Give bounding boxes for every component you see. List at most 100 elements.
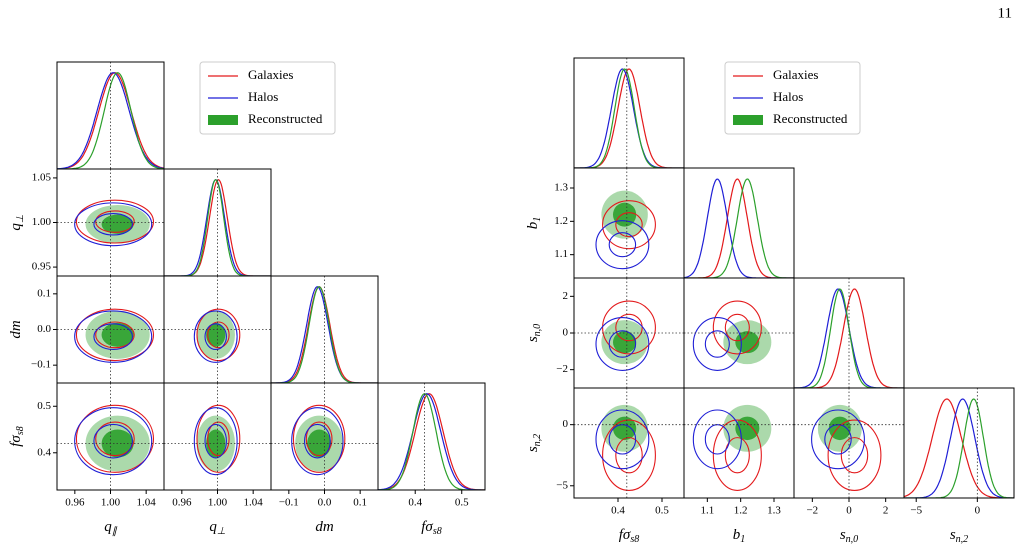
marginal-curve [684, 178, 794, 278]
x-tick-label: −0.1 [279, 497, 299, 509]
label-sub: s8 [433, 526, 442, 537]
panel [57, 169, 164, 276]
contour [595, 220, 650, 270]
contour [75, 199, 155, 244]
contour [93, 323, 133, 351]
contour [101, 214, 134, 234]
label-sub: ⊥ [15, 214, 26, 223]
x-axis-label: fσs8 [619, 527, 639, 545]
contour [196, 404, 241, 473]
x-tick-label: 1.00 [208, 497, 228, 509]
contour [704, 330, 730, 358]
contour [615, 313, 643, 342]
y-tick-label: 0 [563, 327, 569, 339]
contour [74, 407, 153, 476]
x-axis-label: b1 [733, 527, 746, 545]
y-tick-label: −2 [556, 363, 568, 375]
x-axis-label: q∥ [104, 519, 118, 537]
y-tick-label: 0.95 [32, 261, 52, 273]
marginal-curve [684, 178, 794, 278]
y-tick-label: 1.2 [554, 215, 568, 227]
panel [271, 383, 378, 490]
x-axis-label: sn,2 [950, 527, 968, 545]
y-axis-label: dm [8, 320, 24, 339]
contour [824, 424, 852, 455]
label-sub: 1 [740, 534, 745, 545]
x-tick-label: 1.04 [244, 497, 264, 509]
contour [193, 407, 238, 476]
y-axis-label: sn,2 [525, 434, 543, 452]
contour [615, 437, 643, 474]
x-tick-label: 1.00 [101, 497, 121, 509]
contour [193, 310, 238, 363]
y-tick-label: 1.3 [554, 182, 568, 194]
marginal-curve [271, 286, 378, 383]
contour [291, 407, 344, 476]
x-tick-label: 0 [846, 505, 852, 517]
panel [595, 168, 656, 278]
contour [305, 421, 333, 457]
panel [271, 276, 378, 383]
contour [207, 321, 230, 349]
panel [574, 278, 684, 388]
legend-label: Halos [248, 89, 278, 104]
y-axis-label: sn,0 [525, 324, 543, 342]
y-tick-label: 1.1 [554, 248, 568, 260]
label-symbol: b [733, 527, 741, 543]
label-sub: n,0 [846, 534, 859, 545]
contour [608, 232, 637, 258]
contour [595, 409, 650, 470]
y-tick-label: −0.1 [31, 359, 51, 371]
panel [57, 62, 164, 169]
contour [204, 323, 227, 351]
label-sub: n,2 [532, 434, 543, 447]
legend-label: Galaxies [248, 67, 293, 82]
y-tick-label: 2 [563, 290, 569, 302]
contour [206, 322, 226, 347]
x-axis-label: fσs8 [421, 519, 441, 537]
legend-label: Reconstructed [248, 111, 323, 126]
contour [307, 429, 332, 458]
x-axis-label: q⊥ [209, 519, 226, 537]
contour [95, 210, 135, 233]
x-tick-label: 1.1 [700, 505, 714, 517]
contour [75, 308, 155, 362]
panel [378, 383, 485, 490]
legend-swatch [733, 115, 763, 125]
label-symbol: s [840, 527, 846, 543]
x-axis-label: sn,0 [840, 527, 858, 545]
x-tick-label: 1.04 [137, 497, 157, 509]
contour [204, 423, 227, 459]
marginal-curve [378, 393, 485, 490]
marginal-curve [378, 393, 485, 490]
panel-frame [377, 382, 486, 491]
x-tick-label: −5 [910, 505, 922, 517]
contour [612, 331, 637, 354]
contour [704, 424, 730, 455]
panel-frame [683, 167, 795, 279]
label-sub: n,0 [532, 324, 543, 337]
contour [95, 321, 135, 349]
panel [164, 383, 271, 490]
contour [93, 213, 133, 236]
contour [692, 409, 742, 470]
contour [724, 313, 750, 342]
contour [292, 404, 346, 473]
y-tick-label: 0.5 [37, 400, 51, 412]
x-tick-label: 0.4 [408, 497, 422, 509]
marginal-curve [271, 286, 378, 383]
label-symbol: q [104, 519, 112, 535]
contour [74, 310, 153, 363]
marginal-curve [684, 178, 794, 278]
x-tick-label: 1.3 [767, 505, 781, 517]
panel [164, 276, 271, 383]
y-tick-label: 0 [563, 418, 569, 430]
contour [602, 300, 656, 355]
x-tick-label: 0.5 [455, 497, 469, 509]
y-tick-label: 0.4 [37, 446, 51, 458]
y-tick-label: 1.05 [32, 171, 52, 183]
x-tick-label: 0.96 [172, 497, 192, 509]
label-symbol: s [525, 336, 541, 342]
contour [724, 437, 750, 474]
label-sub: ⊥ [217, 526, 226, 537]
